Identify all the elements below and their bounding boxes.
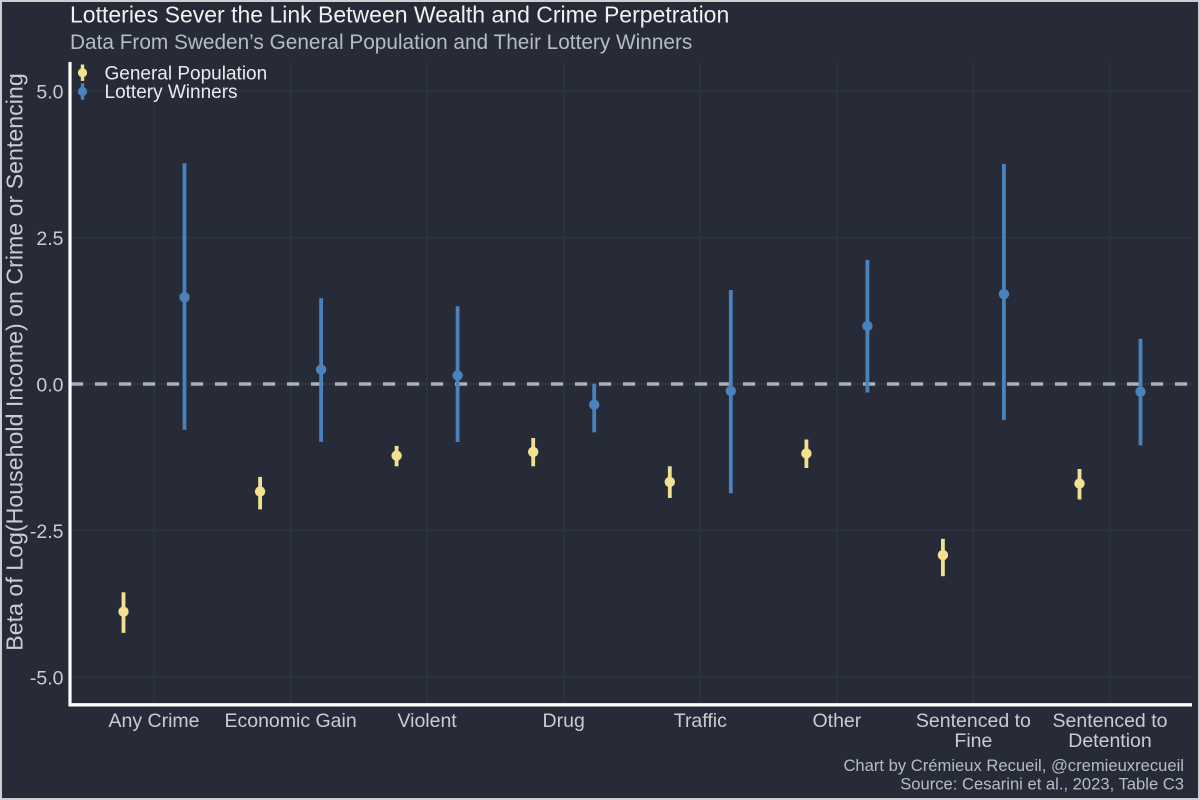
svg-text:Economic Gain: Economic Gain [224, 710, 356, 732]
svg-text:Sentenced to: Sentenced to [916, 710, 1031, 732]
svg-text:Detention: Detention [1068, 730, 1151, 752]
svg-text:-2.5: -2.5 [30, 521, 64, 543]
svg-text:Other: Other [813, 710, 862, 732]
svg-text:5.0: 5.0 [36, 82, 63, 104]
svg-text:Sentenced to: Sentenced to [1053, 710, 1168, 732]
svg-text:Source: Cesarini et al., 2023,: Source: Cesarini et al., 2023, Table C3 [900, 775, 1184, 794]
svg-text:2.5: 2.5 [36, 228, 63, 250]
svg-text:Lotteries Sever the Link Betwe: Lotteries Sever the Link Between Wealth … [70, 2, 729, 28]
svg-text:Lottery Winners: Lottery Winners [105, 82, 238, 103]
svg-text:Fine: Fine [954, 730, 992, 752]
svg-text:General Population: General Population [105, 63, 268, 84]
svg-text:-5.0: -5.0 [30, 668, 64, 690]
svg-text:Any Crime: Any Crime [108, 710, 199, 732]
svg-text:Traffic: Traffic [674, 710, 727, 732]
svg-text:Chart by Crémieux Recueil, @cr: Chart by Crémieux Recueil, @cremieuxrecu… [843, 756, 1184, 775]
svg-text:Violent: Violent [397, 710, 457, 732]
svg-text:Drug: Drug [543, 710, 585, 732]
svg-text:Data From Sweden’s General Pop: Data From Sweden’s General Population an… [70, 31, 692, 54]
svg-text:0.0: 0.0 [36, 375, 63, 397]
svg-text:Beta of Log(Household Income): Beta of Log(Household Income) on Crime o… [2, 73, 28, 650]
